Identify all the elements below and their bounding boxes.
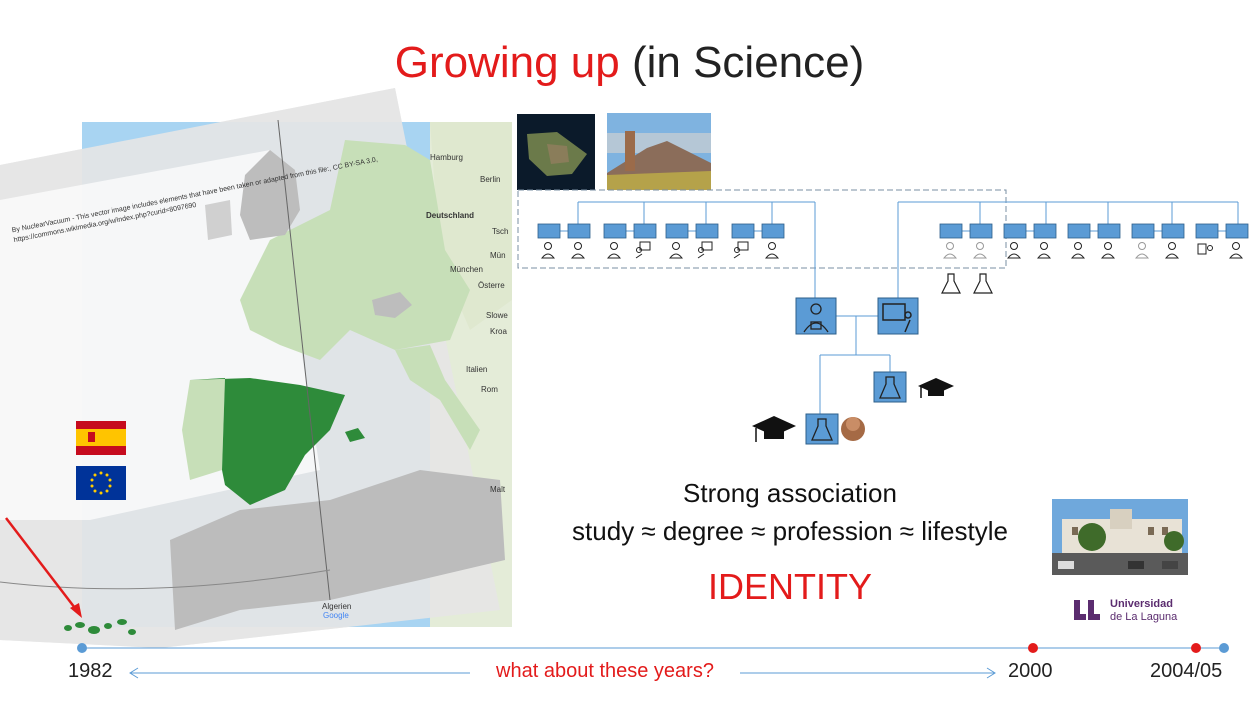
timeline-2000-label: 2000 (1008, 660, 1053, 682)
uk-region (240, 150, 300, 240)
sibling-flask-icon (879, 376, 901, 399)
label-mun: Mün (490, 251, 506, 260)
label-munchen: München (450, 265, 483, 274)
europe-map: By NuclearVacuum - This vector image inc… (0, 88, 512, 648)
timeline-dot-2005 (1219, 643, 1229, 653)
family-tree-diagram (517, 189, 1249, 445)
teide-landscape-photo (607, 113, 711, 190)
ancestor-boxes (537, 223, 1249, 239)
timeline-start-label: 1982 (68, 660, 113, 682)
italy-region (395, 345, 480, 450)
teacher-icon (882, 303, 912, 333)
label-kroatien: Kroa (490, 327, 507, 336)
identity-label: IDENTITY (707, 566, 872, 607)
meridian-line (277, 119, 331, 601)
tree-connectors (560, 201, 1239, 414)
label-malta: Malt (490, 485, 506, 494)
tenerife-satellite-photo (517, 114, 595, 190)
flask-icons (941, 273, 993, 294)
red-arrow-head (70, 603, 82, 618)
person-icons (540, 241, 1244, 259)
red-arrow (5, 517, 79, 613)
university-name: Universidad de La Laguna (1110, 598, 1177, 624)
label-hamburg: Hamburg (430, 153, 463, 162)
arrow-left-icon (129, 667, 139, 679)
timeline-dot-2004 (1191, 643, 1201, 653)
timeline-end-label: 2004/05 (1150, 660, 1223, 682)
spain-flag-icon (76, 421, 126, 455)
university-logo-icon (1074, 600, 1100, 620)
google-logo: Google (323, 611, 349, 620)
ireland-region (205, 200, 232, 240)
label-italien: Italien (466, 365, 487, 374)
parallel-line (0, 569, 331, 590)
timeline-dot-2000 (1028, 643, 1038, 653)
label-slowenien: Slowe (486, 311, 508, 320)
slide-title: Growing up (in Science) (0, 38, 1259, 88)
timeline-dot-1982 (77, 643, 87, 653)
europe-region (240, 140, 470, 360)
graduation-cap-icon (918, 378, 954, 398)
spain-region (190, 378, 345, 505)
title-highlight: Growing up (394, 38, 620, 87)
canary-islands (64, 619, 136, 635)
portugal-region (182, 378, 225, 480)
graduation-cap-icon-self (752, 416, 796, 442)
switzerland-region (372, 292, 412, 318)
label-osterreich: Österre (478, 281, 505, 290)
timeline-question: what about these years? (470, 660, 740, 683)
university-name-line1: Universidad (1110, 598, 1173, 610)
label-berlin: Berlin (480, 175, 500, 184)
balearic-islands (345, 428, 365, 442)
university-building-photo (1052, 499, 1188, 575)
label-algerien: Algerien (322, 602, 351, 611)
title-rest: (in Science) (619, 38, 865, 87)
label-tsch: Tsch (492, 227, 508, 236)
arrow-right-icon (986, 667, 996, 679)
place-labels: Hamburg Berlin Deutschland Tsch Mün Münc… (322, 153, 508, 620)
eu-flag-icon (76, 466, 126, 500)
label-deutschland: Deutschland (426, 211, 474, 220)
association-heading: Strong association (683, 478, 897, 508)
north-africa-region (170, 470, 505, 630)
label-rom: Rom (481, 385, 498, 394)
self-flask-icon (811, 418, 833, 441)
doctor-icon (803, 303, 829, 333)
association-equation: study ≈ degree ≈ profession ≈ lifestyle (572, 516, 1008, 546)
university-name-line2: de La Laguna (1110, 611, 1178, 623)
